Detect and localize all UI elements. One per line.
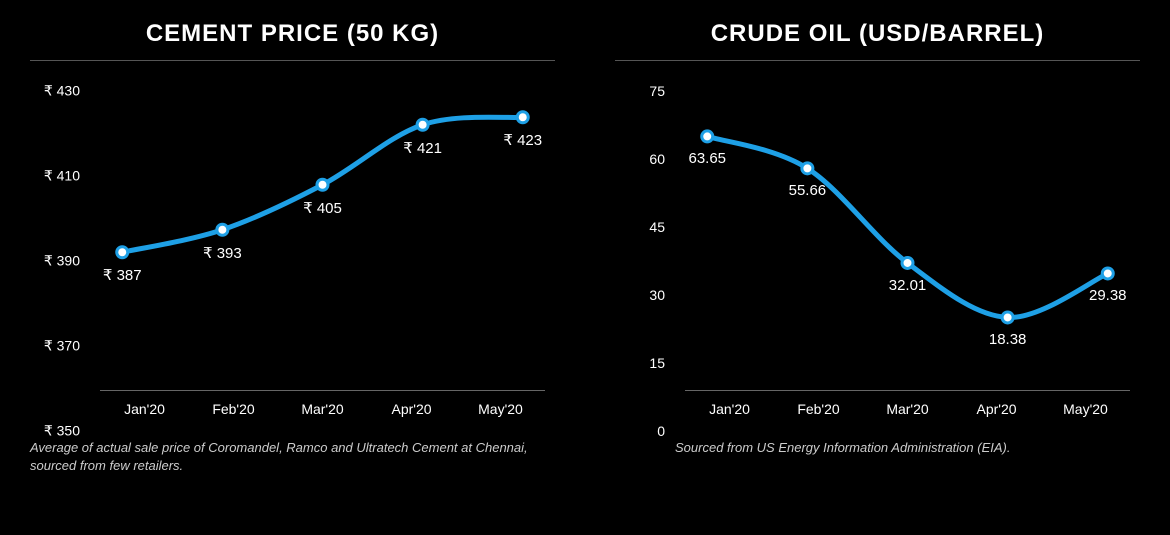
data-marker	[902, 257, 913, 268]
data-label: 63.65	[688, 150, 726, 167]
data-marker	[317, 179, 328, 190]
data-marker	[417, 119, 428, 130]
x-axis: Jan'20 Feb'20 Mar'20 Apr'20 May'20	[100, 401, 545, 431]
y-tick-label: ₹ 410	[44, 168, 80, 185]
y-tick-label: ₹ 430	[44, 83, 80, 100]
x-tick-label: Mar'20	[278, 401, 367, 431]
x-tick-label: Apr'20	[367, 401, 456, 431]
data-label: 18.38	[989, 331, 1027, 348]
x-tick-label: Mar'20	[863, 401, 952, 431]
x-tick-label: May'20	[1041, 401, 1130, 431]
chart-footnote: Average of actual sale price of Coromand…	[30, 439, 555, 475]
markers-svg	[685, 91, 1130, 391]
data-label: ₹ 423	[503, 131, 542, 149]
chart-title: CRUDE OIL (USD/BARREL)	[615, 20, 1140, 48]
y-tick-label: ₹ 390	[44, 253, 80, 270]
markers-svg	[100, 91, 545, 391]
y-tick-label: 0	[657, 423, 665, 439]
x-tick-label: Apr'20	[952, 401, 1041, 431]
data-marker	[802, 163, 813, 174]
x-tick-label: May'20	[456, 401, 545, 431]
y-tick-label: 45	[649, 219, 665, 235]
y-tick-label: 75	[649, 83, 665, 99]
data-marker	[1102, 268, 1113, 279]
x-axis: Jan'20 Feb'20 Mar'20 Apr'20 May'20	[685, 401, 1130, 431]
x-tick-label: Feb'20	[189, 401, 278, 431]
data-label: ₹ 405	[303, 199, 342, 217]
x-tick-label: Jan'20	[685, 401, 774, 431]
data-label: 32.01	[889, 277, 927, 294]
y-tick-label: ₹ 370	[44, 338, 80, 355]
y-axis: 0 15 30 45 60 75	[615, 91, 675, 431]
cement-chart: ₹ 350 ₹ 370 ₹ 390 ₹ 410 ₹ 430 ₹ 387 ₹ 393…	[30, 91, 555, 431]
data-label: 55.66	[789, 182, 827, 199]
y-tick-label: 15	[649, 355, 665, 371]
data-marker	[117, 247, 128, 258]
data-label: ₹ 393	[203, 244, 242, 262]
y-tick-label: 60	[649, 151, 665, 167]
crude-chart: 0 15 30 45 60 75 63.65 55.66 32.01 18.38 29.…	[615, 91, 1140, 431]
data-marker	[702, 131, 713, 142]
chart-title: CEMENT PRICE (50 KG)	[30, 20, 555, 48]
cement-price-panel: CEMENT PRICE (50 KG) ₹ 350 ₹ 370 ₹ 390 ₹…	[0, 0, 585, 535]
title-divider	[30, 60, 555, 61]
data-marker	[517, 112, 528, 123]
data-marker	[217, 224, 228, 235]
title-divider	[615, 60, 1140, 61]
plot-area: ₹ 387 ₹ 393 ₹ 405 ₹ 421 ₹ 423	[100, 91, 545, 391]
y-axis: ₹ 350 ₹ 370 ₹ 390 ₹ 410 ₹ 430	[30, 91, 90, 431]
data-label: 29.38	[1089, 287, 1127, 304]
charts-container: CEMENT PRICE (50 KG) ₹ 350 ₹ 370 ₹ 390 ₹…	[0, 0, 1170, 535]
x-tick-label: Feb'20	[774, 401, 863, 431]
y-tick-label: 30	[649, 287, 665, 303]
data-label: ₹ 421	[403, 139, 442, 157]
y-tick-label: ₹ 350	[44, 423, 80, 440]
data-marker	[1002, 312, 1013, 323]
chart-footnote: Sourced from US Energy Information Admin…	[675, 439, 1140, 457]
x-tick-label: Jan'20	[100, 401, 189, 431]
data-label: ₹ 387	[103, 266, 142, 284]
plot-area: 63.65 55.66 32.01 18.38 29.38	[685, 91, 1130, 391]
crude-oil-panel: CRUDE OIL (USD/BARREL) 0 15 30 45 60 75 …	[585, 0, 1170, 535]
